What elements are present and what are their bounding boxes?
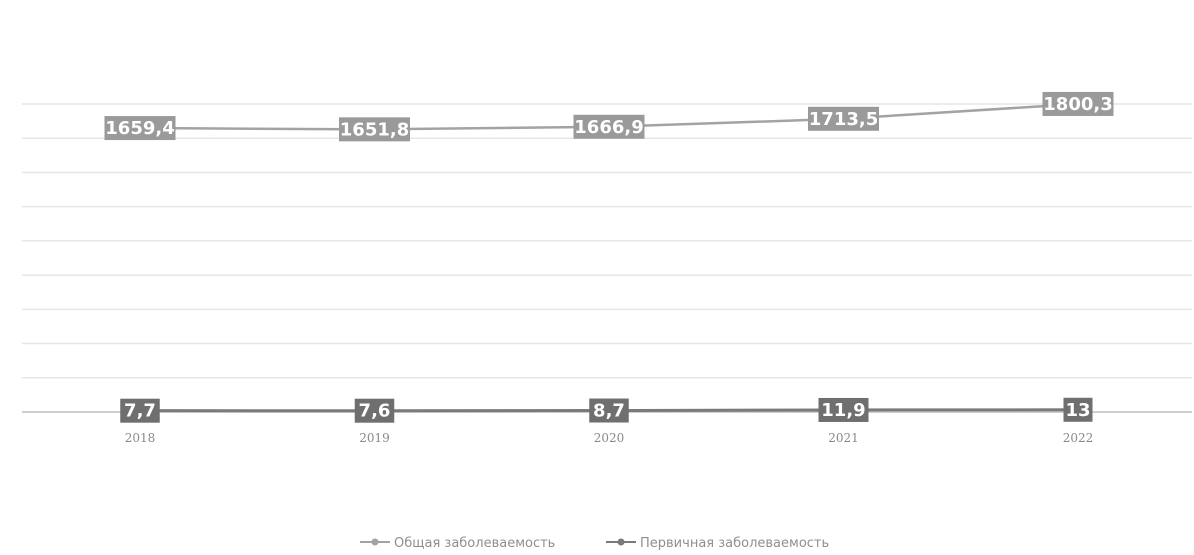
data-label-box bbox=[1042, 91, 1114, 116]
data-label-text: 7,7 bbox=[124, 401, 156, 422]
data-label-text: 7,6 bbox=[359, 401, 391, 422]
x-tick-label: 2019 bbox=[359, 431, 390, 445]
data-label-box bbox=[120, 398, 160, 423]
data-label-box bbox=[808, 106, 879, 131]
x-tick-label: 2021 bbox=[828, 431, 859, 445]
data-label: 11,9 bbox=[818, 397, 869, 422]
data-label: 7,6 bbox=[354, 398, 395, 423]
legend-marker bbox=[617, 538, 625, 546]
data-label-box bbox=[104, 116, 176, 141]
data-label-text: 1666,9 bbox=[574, 117, 643, 138]
x-tick-label: 2018 bbox=[125, 431, 156, 445]
data-label: 1651,8 bbox=[339, 117, 410, 142]
data-label-box bbox=[818, 397, 869, 422]
series-lines bbox=[136, 99, 1082, 415]
data-label-text: 11,9 bbox=[821, 400, 865, 421]
x-tick-label: 2022 bbox=[1063, 431, 1094, 445]
data-label-text: 1651,8 bbox=[340, 119, 409, 140]
legend-marker bbox=[371, 538, 379, 546]
data-label: 1713,5 bbox=[808, 106, 879, 131]
x-tick-label: 2020 bbox=[594, 431, 625, 445]
gridlines bbox=[22, 103, 1192, 379]
legend: Общая заболеваемость Первичная заболеваем… bbox=[360, 536, 829, 551]
legend-item: Первичная заболеваемость bbox=[606, 536, 829, 551]
data-label-box bbox=[1063, 397, 1093, 422]
legend-label: Общая заболеваемость bbox=[394, 536, 555, 551]
legend-item: Общая заболеваемость bbox=[360, 536, 555, 551]
data-label: 1659,4 bbox=[104, 116, 176, 141]
data-label-text: 8,7 bbox=[593, 401, 625, 422]
data-label-text: 13 bbox=[1065, 400, 1090, 421]
data-label-box bbox=[589, 398, 629, 423]
data-label-text: 1659,4 bbox=[105, 118, 174, 139]
data-label-box bbox=[339, 117, 410, 142]
x-tick-labels: 2018 2019 2020 2021 2022 bbox=[125, 431, 1094, 445]
data-label: 1800,3 bbox=[1042, 91, 1114, 116]
data-label-box bbox=[573, 114, 645, 139]
legend-label: Первичная заболеваемость bbox=[640, 536, 829, 551]
data-label: 7,7 bbox=[120, 398, 160, 423]
data-label-text: 1800,3 bbox=[1043, 94, 1112, 115]
data-label: 13 bbox=[1063, 397, 1093, 422]
data-label: 8,7 bbox=[589, 398, 629, 423]
data-label-text: 1713,5 bbox=[809, 109, 878, 130]
data-label-box bbox=[354, 398, 395, 423]
data-label: 1666,9 bbox=[573, 114, 645, 139]
data-labels: 1659,4 1651,8 1666,9 1713,5 1800,3 7,7 7,6 8,7 1… bbox=[104, 91, 1114, 423]
